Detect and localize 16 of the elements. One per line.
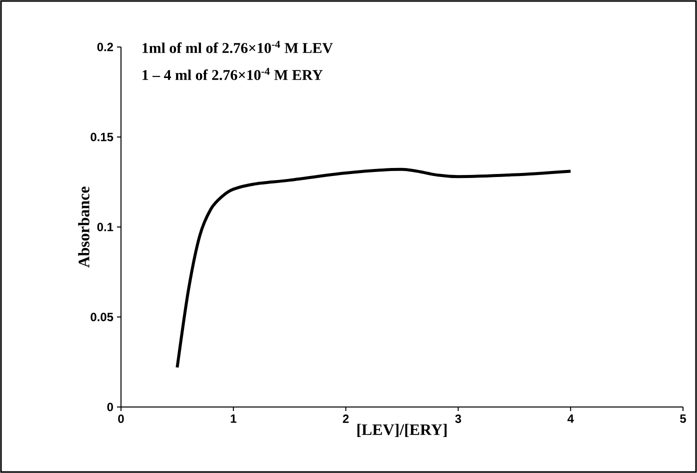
x-tick-label: 5: [680, 414, 686, 423]
annotation: 1ml of ml of 2.76×10$^{-4}$ M LEV: [142, 40, 333, 54]
x-tick-label: 2: [342, 414, 349, 423]
x-tick-label: 1: [230, 414, 236, 423]
y-tick-label: 0.2: [97, 42, 114, 52]
y-tick-label: 0.1: [97, 222, 114, 232]
x-axis-title: [LEV]/[ERY]: [357, 424, 447, 438]
line-series: [176, 168, 572, 369]
x-tick-label: 3: [455, 414, 462, 424]
x-tick-label: 4: [567, 414, 574, 423]
y-axis-title: Absorbance: [78, 186, 90, 268]
annotation: 1 – 4 ml of 2.76×10$^{-4}$ M ERY: [142, 68, 323, 80]
y-tick-label: 0: [107, 402, 113, 412]
y-tick-label: 0.15: [90, 132, 114, 142]
y-tick-label: 0.05: [90, 312, 114, 322]
x-tick-label: 0: [118, 414, 124, 423]
